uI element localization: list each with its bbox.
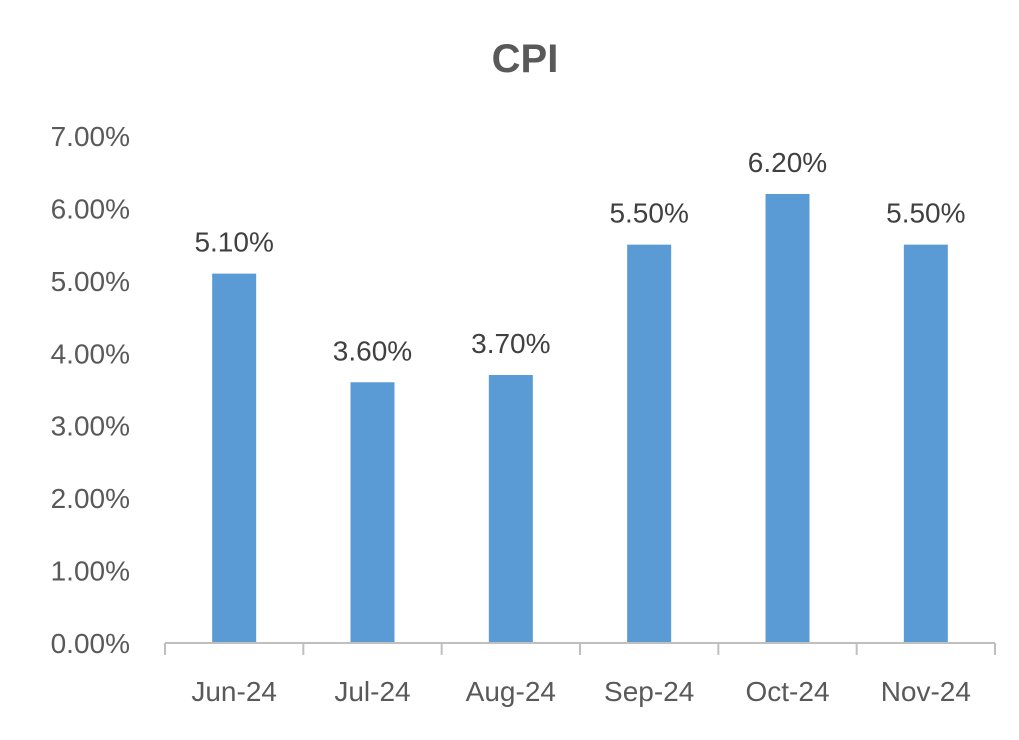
data-labels: 5.10% 3.60% 3.70% 5.50% 6.20% 5.50% [194,147,965,366]
x-tick-label: Nov-24 [881,676,971,707]
bars [212,193,948,643]
data-label: 3.60% [333,335,412,366]
data-label: 6.20% [748,147,827,178]
data-label: 3.70% [471,328,550,359]
x-tick-label: Aug-24 [466,676,556,707]
y-tick-label: 4.00% [51,338,130,369]
chart-title: CPI [492,37,559,81]
bar-jul-24 [350,382,395,643]
y-tick-label: 7.00% [51,121,130,152]
bar-oct-24 [765,193,810,643]
y-axis-labels: 0.00% 1.00% 2.00% 3.00% 4.00% 5.00% 6.00% 7.00% [51,121,130,659]
y-tick-label: 0.00% [51,628,130,659]
y-tick-label: 1.00% [51,556,130,587]
data-label: 5.50% [886,198,965,229]
y-tick-label: 5.00% [51,266,130,297]
x-tick-label: Jun-24 [191,676,277,707]
x-tick-label: Oct-24 [745,676,829,707]
bar-nov-24 [903,244,948,643]
data-label: 5.10% [194,227,273,258]
x-tick-label: Sep-24 [604,676,694,707]
data-label: 5.50% [609,198,688,229]
bar-aug-24 [488,375,533,643]
bar-jun-24 [212,273,257,643]
y-tick-label: 2.00% [51,483,130,514]
x-tick-label: Jul-24 [334,676,410,707]
x-axis: Jun-24 Jul-24 Aug-24 Sep-24 Oct-24 Nov-24 [164,642,996,707]
y-tick-label: 3.00% [51,411,130,442]
bar-sep-24 [627,244,672,643]
y-tick-label: 6.00% [51,193,130,224]
